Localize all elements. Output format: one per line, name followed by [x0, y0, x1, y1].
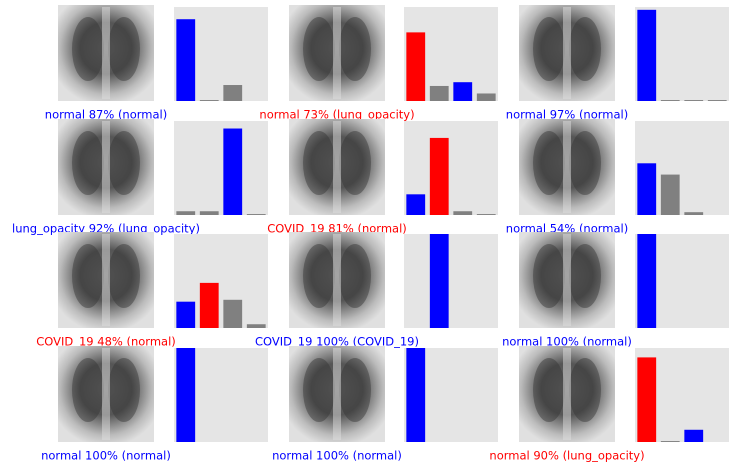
bar: [199, 282, 219, 328]
bar: [684, 212, 704, 215]
bar: [684, 429, 704, 442]
bar: [429, 234, 449, 328]
caption: normal 100% (normal): [272, 449, 402, 463]
lung: [303, 131, 335, 195]
spine: [102, 7, 110, 99]
lung: [339, 17, 371, 81]
lung: [303, 244, 335, 308]
caption: normal 90% (lung_opacity): [489, 449, 644, 463]
lung: [569, 17, 601, 81]
bar: [660, 174, 680, 215]
lung: [303, 17, 335, 81]
bar: [684, 100, 704, 101]
spine: [102, 234, 110, 326]
bar: [406, 32, 426, 101]
spine: [333, 7, 341, 99]
lung: [339, 358, 371, 422]
lung: [72, 131, 104, 195]
bar: [223, 128, 243, 215]
bar: [246, 214, 266, 215]
caption: normal 97% (normal): [506, 108, 628, 122]
lung: [533, 244, 565, 308]
bar: [707, 100, 727, 101]
lung: [72, 244, 104, 308]
bar: [176, 19, 196, 101]
caption: normal 100% (normal): [41, 449, 171, 463]
bar: [199, 211, 219, 215]
lung: [533, 17, 565, 81]
lung: [569, 358, 601, 422]
bar: [223, 299, 243, 328]
bar: [429, 137, 449, 215]
caption: COVID_19 48% (normal): [36, 335, 176, 349]
bar: [453, 82, 473, 101]
spine: [563, 348, 571, 440]
caption: COVID_19 100% (COVID_19): [255, 335, 419, 349]
bar: [660, 100, 680, 101]
bar: [476, 93, 496, 101]
spine: [563, 7, 571, 99]
spine: [563, 121, 571, 213]
bar: [406, 348, 426, 442]
lung: [533, 131, 565, 195]
lung: [72, 17, 104, 81]
bar: [176, 348, 196, 442]
lung: [72, 358, 104, 422]
bar: [176, 211, 196, 215]
bar: [637, 9, 657, 101]
caption: normal 100% (normal): [502, 335, 632, 349]
spine: [333, 234, 341, 326]
plot-area: [174, 121, 268, 215]
plot-area: [404, 234, 498, 328]
spine: [333, 348, 341, 440]
spine: [102, 348, 110, 440]
lung: [108, 17, 140, 81]
lung: [303, 358, 335, 422]
caption: normal 87% (normal): [45, 108, 167, 122]
spine: [563, 234, 571, 326]
lung: [108, 358, 140, 422]
bar: [637, 234, 657, 328]
bar: [176, 301, 196, 328]
caption: normal 73% (lung_opacity): [259, 108, 414, 122]
spine: [333, 121, 341, 213]
bar: [429, 85, 449, 101]
spine: [102, 121, 110, 213]
bar: [637, 163, 657, 215]
lung: [108, 244, 140, 308]
lung: [569, 244, 601, 308]
lung: [569, 131, 601, 195]
bar: [406, 194, 426, 215]
bar: [637, 357, 657, 442]
lung: [533, 358, 565, 422]
lung: [339, 244, 371, 308]
lung: [339, 131, 371, 195]
bar: [199, 100, 219, 101]
bar: [453, 211, 473, 215]
bar: [476, 214, 496, 215]
bar: [246, 324, 266, 328]
bar: [660, 441, 680, 442]
lung: [108, 131, 140, 195]
bar: [223, 85, 243, 101]
